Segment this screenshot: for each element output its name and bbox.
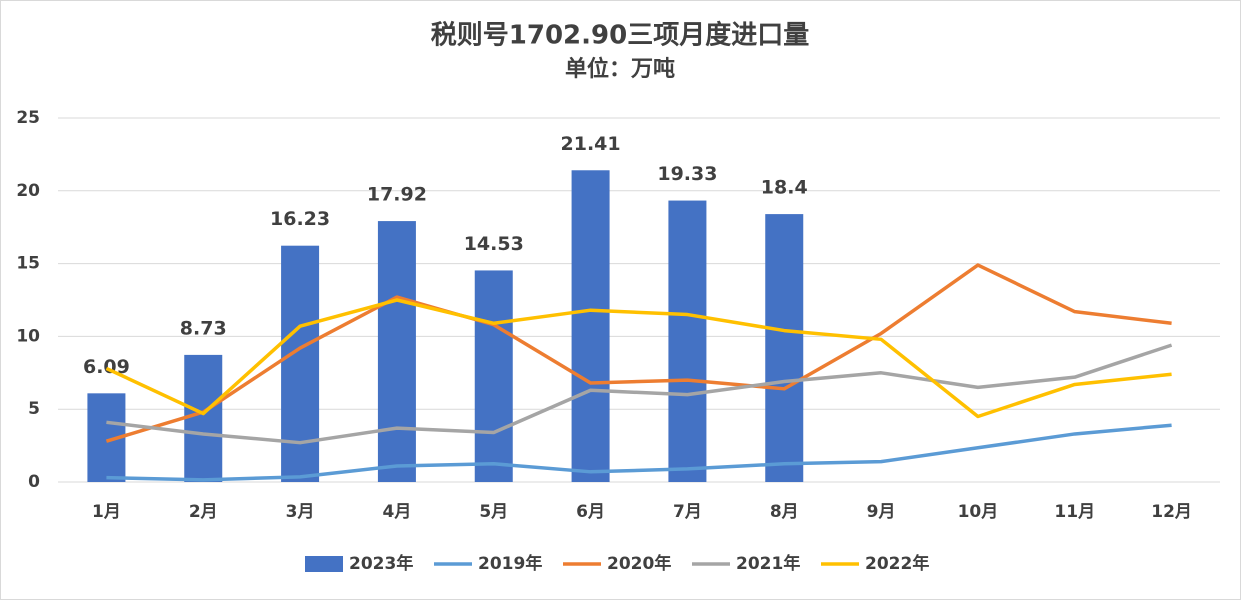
legend-label: 2021年 [736, 553, 800, 574]
y-tick-label: 10 [16, 326, 40, 346]
y-tick-label: 15 [16, 254, 40, 274]
y-tick-label: 20 [16, 181, 40, 201]
legend-label: 2019年 [478, 553, 542, 574]
bar [377, 221, 416, 483]
bar [281, 245, 320, 482]
x-tick-label: 2月 [189, 502, 218, 522]
data-label: 19.33 [657, 163, 717, 185]
bar [474, 270, 513, 482]
chart-subtitle: 单位：万吨 [565, 56, 675, 82]
bar [765, 214, 804, 482]
x-tick-label: 11月 [1054, 502, 1095, 522]
x-tick-label: 12月 [1151, 502, 1192, 522]
x-tick-label: 7月 [673, 502, 702, 522]
x-tick-label: 8月 [770, 502, 799, 522]
bar [668, 200, 707, 482]
line-series [106, 343, 1173, 445]
legend-label: 2023年 [349, 553, 413, 574]
legend-swatch [305, 556, 343, 572]
x-tick-label: 10月 [958, 502, 999, 522]
bar [571, 170, 610, 483]
x-tick-label: 4月 [382, 502, 411, 522]
data-label: 17.92 [367, 184, 427, 206]
bar [184, 354, 223, 482]
legend-label: 2022年 [865, 553, 929, 574]
line-series [105, 263, 1172, 443]
data-label: 18.4 [761, 177, 808, 199]
line-series [106, 423, 1172, 482]
legend-label: 2020年 [607, 553, 671, 574]
chart-title: 税则号1702.90三项月度进口量 [431, 20, 809, 51]
x-tick-label: 5月 [479, 502, 508, 522]
y-tick-label: 25 [16, 108, 40, 128]
y-tick-label: 5 [28, 399, 40, 419]
data-label: 21.41 [561, 133, 621, 155]
x-tick-label: 6月 [576, 502, 605, 522]
x-tick-label: 1月 [92, 502, 121, 522]
data-label: 14.53 [464, 233, 524, 255]
line-series [105, 298, 1172, 419]
x-tick-label: 3月 [286, 502, 315, 522]
data-label: 16.23 [270, 208, 330, 230]
x-tick-label: 9月 [867, 502, 896, 522]
data-label: 8.73 [180, 317, 227, 339]
y-tick-label: 0 [28, 472, 40, 492]
